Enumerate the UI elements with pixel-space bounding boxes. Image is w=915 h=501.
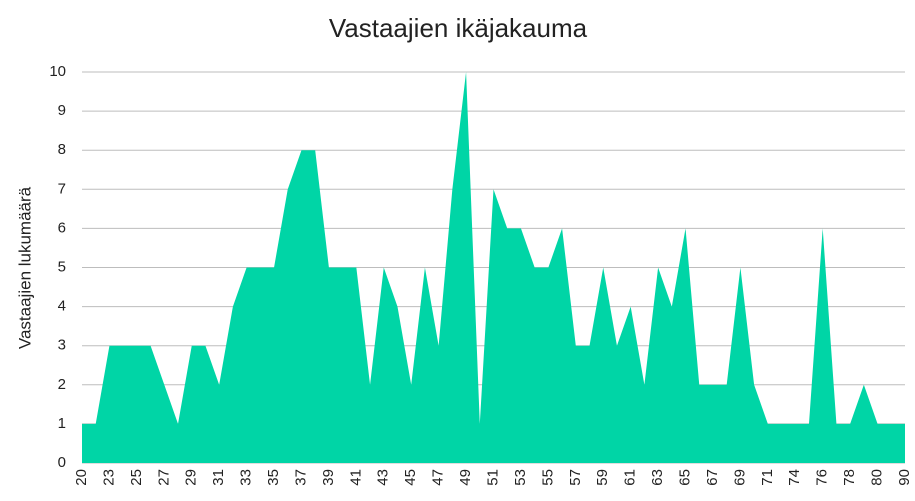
x-tick-label: 20 xyxy=(73,469,90,486)
x-tick-label: 78 xyxy=(841,469,858,486)
y-tick-label: 9 xyxy=(58,102,66,119)
y-tick-label: 2 xyxy=(58,376,66,393)
x-tick-label: 67 xyxy=(704,469,721,486)
x-tick-label: 25 xyxy=(128,469,145,486)
x-tick-label: 90 xyxy=(896,469,913,486)
y-tick-label: 10 xyxy=(49,63,66,80)
x-tick-label: 27 xyxy=(155,469,172,486)
area xyxy=(82,72,905,463)
x-tick-label: 76 xyxy=(814,469,831,486)
x-tick-label: 39 xyxy=(320,469,337,486)
x-tick-label: 74 xyxy=(786,469,803,486)
y-tick-label: 1 xyxy=(58,415,66,432)
x-tick-label: 43 xyxy=(375,469,392,486)
x-tick-label: 63 xyxy=(649,469,666,486)
x-tick-label: 57 xyxy=(567,469,584,486)
y-tick-label: 7 xyxy=(58,180,66,197)
x-tick-label: 29 xyxy=(183,469,200,486)
x-tick-label: 35 xyxy=(265,469,282,486)
y-tick-label: 3 xyxy=(58,337,66,354)
y-tick-label: 4 xyxy=(58,298,66,315)
y-tick-label: 6 xyxy=(58,219,66,236)
x-tick-label: 80 xyxy=(869,469,886,486)
y-tick-label: 0 xyxy=(58,454,66,471)
x-tick-label: 65 xyxy=(677,469,694,486)
x-tick-label: 71 xyxy=(759,469,776,486)
x-tick-label: 53 xyxy=(512,469,529,486)
x-tick-label: 55 xyxy=(539,469,556,486)
x-tick-label: 31 xyxy=(210,469,227,486)
x-tick-label: 33 xyxy=(238,469,255,486)
x-tick-label: 51 xyxy=(484,469,501,486)
x-tick-label: 45 xyxy=(402,469,419,486)
x-tick-label: 69 xyxy=(731,469,748,486)
y-tick-label: 5 xyxy=(58,258,66,275)
y-axis-label: Vastaajien lukumäärä xyxy=(15,186,34,349)
chart-title: Vastaajien ikäjakauma xyxy=(329,13,588,43)
x-tick-label: 37 xyxy=(292,469,309,486)
x-tick-label: 47 xyxy=(430,469,447,486)
x-tick-label: 61 xyxy=(622,469,639,486)
x-tick-label: 49 xyxy=(457,469,474,486)
y-tick-label: 8 xyxy=(58,141,66,158)
x-tick-label: 23 xyxy=(100,469,117,486)
x-tick-label: 41 xyxy=(347,469,364,486)
x-tick-label: 59 xyxy=(594,469,611,486)
